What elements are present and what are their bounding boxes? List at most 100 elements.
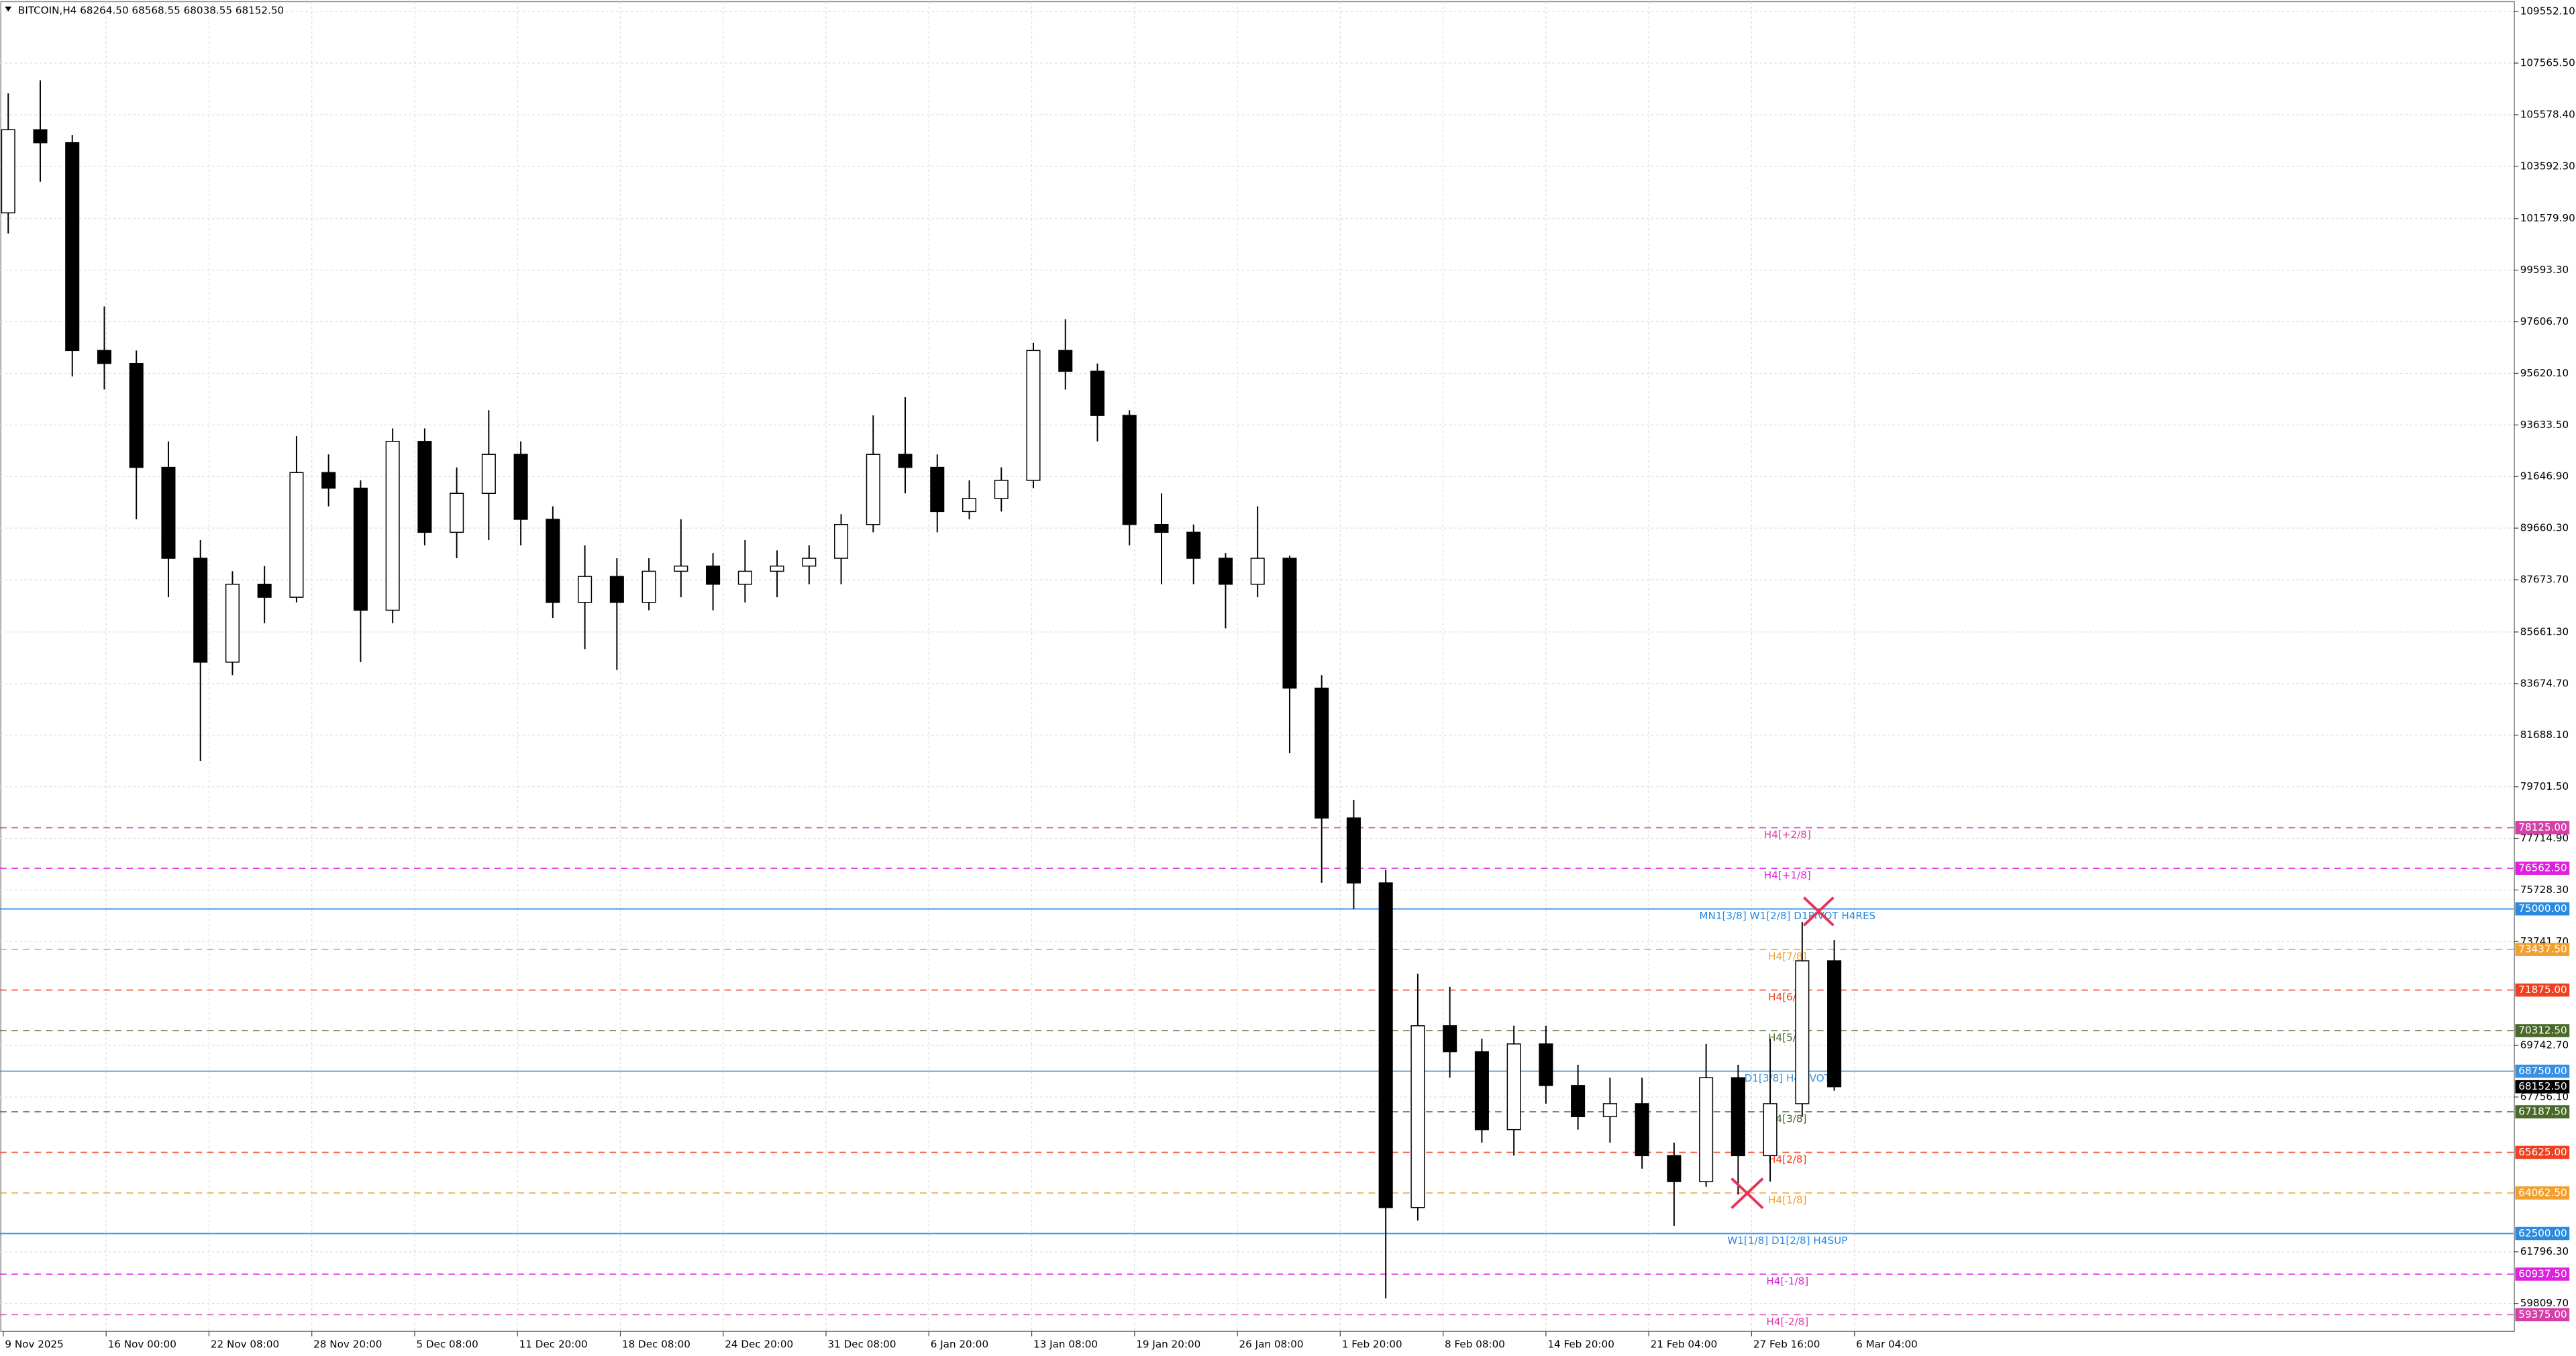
candle-body — [1571, 1085, 1586, 1118]
x-tick-label: 26 Jan 08:00 — [1239, 1338, 1304, 1350]
price-box-label: 65625.00 — [2518, 1146, 2567, 1158]
x-tick-label: 9 Nov 2025 — [5, 1338, 64, 1350]
y-tick-label: 95620.10 — [2520, 367, 2569, 379]
candle-body — [737, 570, 752, 585]
candle-body — [1474, 1051, 1489, 1131]
candle-body — [1315, 687, 1329, 819]
candle-body — [1186, 531, 1201, 559]
candle-body — [1410, 1025, 1425, 1208]
candle-body — [1154, 523, 1169, 533]
candle-body — [641, 570, 656, 603]
level-label: D1[3/8] H4PIVOT — [1745, 1072, 1831, 1084]
candle-body — [1250, 558, 1265, 585]
candle-body — [289, 472, 304, 598]
y-tick-label: 99593.30 — [2520, 264, 2569, 276]
price-box — [2515, 1064, 2570, 1078]
candle-body — [802, 558, 817, 567]
level-label: H4[2/8] — [1768, 1153, 1806, 1165]
y-tick-label: 67756.10 — [2520, 1091, 2569, 1103]
x-tick-label: 18 Dec 08:00 — [622, 1338, 690, 1350]
price-box — [2515, 1308, 2570, 1322]
y-tick-label: 91646.90 — [2520, 470, 2569, 482]
candle-body — [1731, 1077, 1745, 1157]
y-tick-label: 83674.70 — [2520, 677, 2569, 689]
price-box-label: 70312.50 — [2518, 1025, 2567, 1037]
price-box — [2515, 1267, 2570, 1281]
level-label: H4[+1/8] — [1764, 870, 1811, 882]
price-box-label: 73437.50 — [2518, 943, 2567, 955]
x-tick-label: 6 Jan 20:00 — [931, 1338, 988, 1350]
candle-body — [1506, 1043, 1521, 1131]
x-tick-label: 16 Nov 00:00 — [108, 1338, 176, 1350]
x-tick-label: 22 Nov 08:00 — [211, 1338, 279, 1350]
candle-body — [129, 362, 144, 468]
price-box-label: 76562.50 — [2518, 862, 2567, 874]
candle-body — [1122, 415, 1137, 525]
y-tick-label: 81688.10 — [2520, 729, 2569, 741]
level-label: H4[1/8] — [1768, 1194, 1806, 1206]
candle-body — [706, 565, 721, 585]
price-box — [2515, 821, 2570, 835]
price-box-label: 75000.00 — [2518, 902, 2567, 915]
y-tick-label: 89660.30 — [2520, 522, 2569, 534]
candle-body — [546, 519, 560, 603]
price-box — [2515, 862, 2570, 875]
price-box-label: 71875.00 — [2518, 984, 2567, 996]
candle-body — [225, 584, 240, 663]
candle-body — [1602, 1103, 1617, 1118]
candle-body — [1218, 558, 1233, 585]
price-box — [2515, 1145, 2570, 1159]
level-label: H4[-1/8] — [1766, 1275, 1808, 1287]
x-tick-label: 27 Feb 16:00 — [1753, 1338, 1820, 1350]
y-tick-label: 109552.10 — [2520, 5, 2575, 17]
candle-body — [65, 142, 80, 352]
y-tick-label: 97606.70 — [2520, 315, 2569, 327]
candle-body — [930, 466, 945, 513]
price-box-label: 62500.00 — [2518, 1227, 2567, 1239]
cross-marker — [1731, 1178, 1764, 1209]
x-tick-label: 13 Jan 08:00 — [1033, 1338, 1098, 1350]
candle-body — [321, 472, 336, 489]
x-tick-label: 31 Dec 08:00 — [827, 1338, 896, 1350]
x-tick-label: 8 Feb 08:00 — [1445, 1338, 1505, 1350]
candle-body — [1378, 882, 1393, 1208]
level-label: H4[7/8] — [1768, 951, 1806, 963]
price-box — [2515, 1227, 2570, 1241]
markers — [1731, 896, 1835, 1209]
candle-body — [1, 129, 15, 213]
axes: 9 Nov 2025 16 Nov 00:00 22 Nov 08:00 28 Nov… — [3, 5, 2575, 1350]
candle-body — [385, 441, 400, 611]
current-price-box — [2515, 1080, 2570, 1094]
candle-body — [609, 576, 624, 603]
candle-body — [1058, 350, 1073, 372]
price-box — [2515, 1024, 2570, 1037]
candle-body — [193, 558, 208, 663]
candle-body — [834, 523, 849, 559]
candle-body — [1026, 350, 1041, 481]
candle-body — [1763, 1103, 1778, 1157]
y-tick-label: 59809.70 — [2520, 1297, 2569, 1309]
price-box — [2515, 983, 2570, 997]
y-tick-label: 85661.30 — [2520, 625, 2569, 637]
y-tick-label: 93633.50 — [2520, 419, 2569, 431]
x-tick-label: 11 Dec 20:00 — [519, 1338, 588, 1350]
level-label: H4[3/8] — [1768, 1113, 1806, 1125]
price-box-label: 59375.00 — [2518, 1308, 2567, 1320]
y-tick-label: 61796.30 — [2520, 1245, 2569, 1257]
candle-body — [1827, 960, 1842, 1088]
y-tick-label: 75728.30 — [2520, 884, 2569, 896]
level-label: H4[-2/8] — [1766, 1316, 1808, 1328]
candle-body — [1667, 1155, 1682, 1182]
candle-body — [161, 466, 176, 559]
y-tick-label: 107565.50 — [2520, 57, 2575, 69]
candle-body — [866, 454, 880, 525]
candle-body — [1443, 1025, 1457, 1053]
price-box — [2515, 1186, 2570, 1200]
menu-arrow[interactable] — [5, 6, 12, 12]
price-box-label: 68750.00 — [2518, 1065, 2567, 1077]
candle-body — [1090, 370, 1105, 416]
chart-title: BITCOIN,H4 68264.50 68568.55 68038.55 68… — [18, 4, 284, 16]
x-tick-label: 1 Feb 20:00 — [1342, 1338, 1402, 1350]
candle-body — [481, 454, 496, 494]
